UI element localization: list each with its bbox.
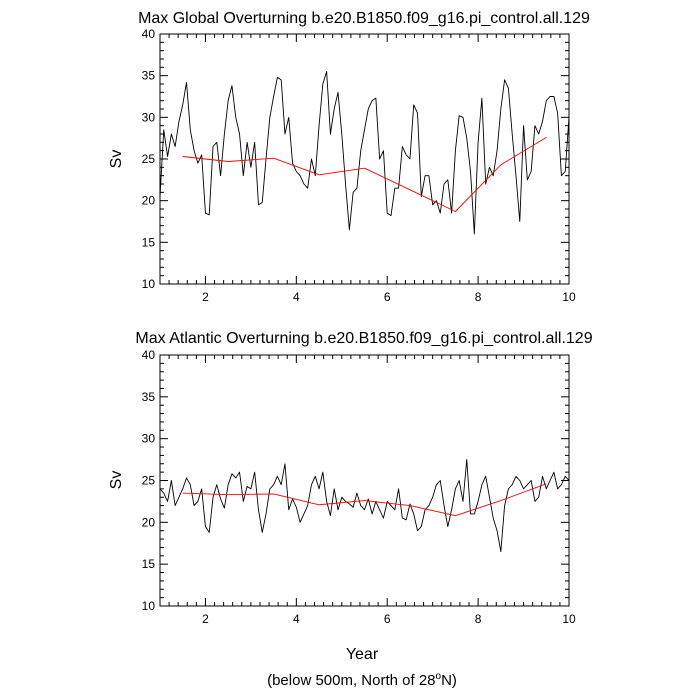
y-tick-label: 40 [142, 348, 156, 362]
x-tick-label: 10 [562, 612, 576, 626]
annual-mean-series-line [182, 136, 547, 212]
monthly-series-line [159, 71, 570, 235]
monthly-series-line [159, 459, 570, 553]
y-tick-label: 15 [142, 557, 156, 571]
x-tick-label: 6 [384, 612, 391, 626]
footnote-suffix: N) [441, 672, 457, 689]
x-tick-label: 10 [562, 290, 576, 304]
x-tick-label: 8 [475, 290, 482, 304]
plot-frame [159, 354, 570, 607]
x-tick-label: 4 [293, 612, 300, 626]
y-tick-label: 30 [142, 110, 156, 124]
x-tick-label: 4 [293, 290, 300, 304]
footnote-degree: o [436, 671, 442, 682]
y-tick-label: 25 [142, 152, 156, 166]
plot-frame [159, 33, 570, 285]
panel-title: Max Atlantic Overturning b.e20.B1850.f09… [135, 330, 592, 347]
y-tick-label: 40 [142, 27, 156, 41]
y-tick-label: 20 [142, 515, 156, 529]
y-tick-label: 10 [142, 599, 156, 613]
y-tick-label: 10 [142, 277, 156, 291]
y-axis-label: Sv [108, 471, 125, 490]
x-tick-label: 2 [202, 290, 209, 304]
y-tick-label: 20 [142, 194, 156, 208]
x-axis-label: Year [346, 646, 379, 663]
atlantic-overturning-panel: Max Atlantic Overturning b.e20.B1850.f09… [108, 330, 593, 663]
x-tick-label: 8 [475, 612, 482, 626]
panel-title: Max Global Overturning b.e20.B1850.f09_g… [138, 10, 590, 27]
annual-mean-series-line [182, 483, 547, 517]
global-overturning-panel: Max Global Overturning b.e20.B1850.f09_g… [108, 10, 590, 304]
y-tick-label: 15 [142, 235, 156, 249]
x-tick-label: 6 [384, 290, 391, 304]
footnote: (below 500m, North of 28oN) [267, 671, 457, 689]
x-tick-label: 2 [202, 612, 209, 626]
y-tick-label: 35 [142, 69, 156, 83]
y-tick-label: 35 [142, 390, 156, 404]
y-axis-label: Sv [108, 150, 125, 169]
y-tick-label: 25 [142, 474, 156, 488]
footnote-prefix: (below 500m, North of 28 [267, 672, 435, 689]
y-tick-label: 30 [142, 432, 156, 446]
